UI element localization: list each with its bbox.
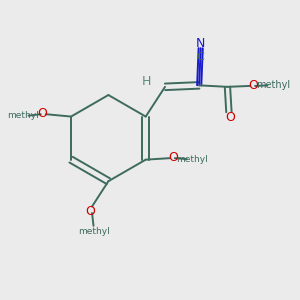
- Text: methyl: methyl: [176, 154, 208, 164]
- Text: O: O: [249, 79, 259, 92]
- Text: C: C: [196, 52, 204, 62]
- Text: N: N: [196, 37, 206, 50]
- Text: methyl: methyl: [78, 226, 110, 236]
- Text: O: O: [168, 151, 178, 164]
- Text: O: O: [225, 111, 235, 124]
- Text: methyl: methyl: [7, 111, 39, 120]
- Text: methyl: methyl: [256, 80, 291, 90]
- Text: O: O: [85, 205, 95, 218]
- Text: O: O: [37, 107, 47, 120]
- Text: H: H: [142, 75, 151, 88]
